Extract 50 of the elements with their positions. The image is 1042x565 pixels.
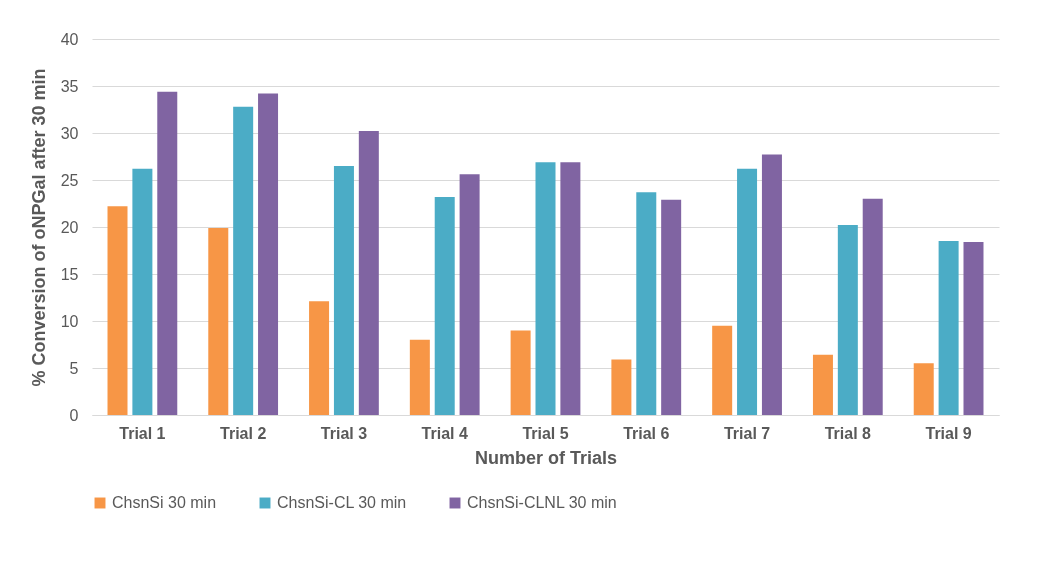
- x-axis-title: Number of Trials: [474, 447, 618, 468]
- bar: [434, 196, 455, 415]
- bar: [560, 162, 581, 415]
- bar: [459, 174, 480, 415]
- y-axis-title: % Conversion of oNPGal after 30 min: [28, 68, 49, 387]
- bar: [963, 242, 984, 415]
- y-tick-label: 35: [60, 77, 79, 95]
- bar: [409, 339, 430, 415]
- y-tick-label: 5: [69, 359, 79, 377]
- bar: [862, 198, 883, 415]
- x-tick-label: Trial 3: [320, 424, 368, 442]
- y-tick-label: 10: [60, 312, 79, 330]
- bar: [258, 93, 279, 415]
- bar: [358, 131, 379, 415]
- bar: [535, 162, 556, 415]
- bar: [661, 199, 682, 415]
- x-tick-label: Trial 8: [824, 424, 872, 442]
- y-tick-label: 25: [60, 171, 79, 189]
- bar: [913, 363, 934, 415]
- x-tick-label: Trial 1: [119, 424, 166, 442]
- bar: [233, 106, 254, 415]
- bar: [712, 325, 733, 415]
- bar: [737, 168, 758, 415]
- bar: [157, 91, 178, 415]
- bar: [107, 206, 128, 415]
- x-tick-label: Trial 5: [522, 424, 569, 442]
- bar: [812, 354, 833, 415]
- legend-label: ChsnSi-CLNL 30 min: [467, 494, 617, 511]
- x-tick-label: Trial 4: [421, 424, 468, 442]
- y-tick-label: 0: [69, 406, 79, 424]
- y-tick-label: 30: [60, 124, 79, 142]
- bar: [309, 301, 330, 415]
- y-tick-label: 15: [60, 265, 79, 283]
- bar: [132, 168, 153, 415]
- bar: [938, 241, 959, 415]
- y-tick-label: 40: [60, 30, 79, 48]
- bar: [837, 225, 858, 415]
- bar: [208, 227, 229, 415]
- legend-label: ChsnSi 30 min: [112, 494, 217, 511]
- x-tick-label: Trial 2: [220, 424, 267, 442]
- bar: [636, 192, 657, 415]
- bar: [510, 330, 531, 415]
- bar: [333, 165, 354, 415]
- x-tick-label: Trial 6: [623, 424, 670, 442]
- bar: [611, 359, 632, 415]
- x-tick-label: Trial 7: [723, 424, 771, 442]
- x-tick-label: Trial 9: [925, 424, 972, 442]
- y-tick-label: 20: [60, 218, 79, 236]
- bar: [761, 154, 782, 415]
- legend-label: ChsnSi-CL 30 min: [277, 494, 407, 511]
